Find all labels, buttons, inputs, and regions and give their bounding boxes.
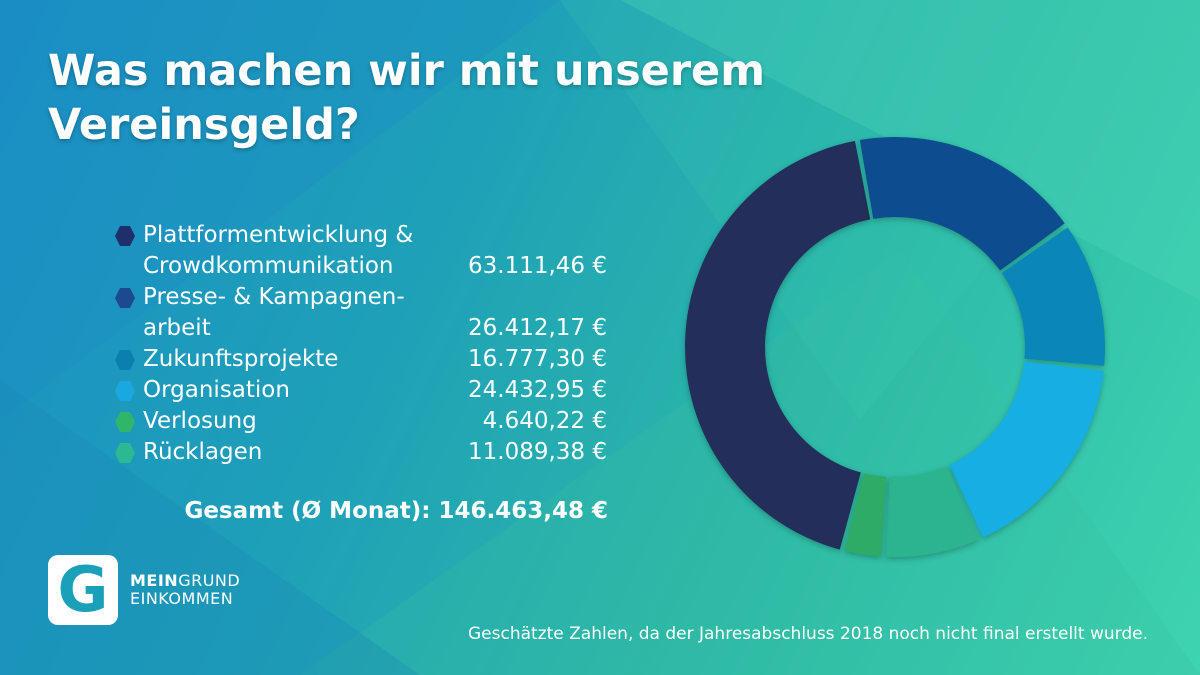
legend-label: Presse- & Kampagnen- [143,284,405,310]
donut-slice-2 [1001,227,1105,366]
legend-label: Rücklagen [143,439,263,465]
donut-slice-3 [949,361,1104,538]
total-amount: Gesamt (Ø Monat): 146.463,48 € [184,498,608,524]
legend-label: Organisation [143,377,290,403]
legend-item-zukunft: Zukunftsprojekte 16.777,30 € [115,344,615,375]
legend-swatch [115,288,135,308]
donut-slice-1 [859,137,1065,271]
legend-swatch [115,226,135,246]
legend-label: Zukunftsprojekte [143,346,339,372]
legend-value: 26.412,17 € [468,315,607,341]
legend-swatch [115,381,135,401]
chart-legend: Plattformentwicklung & Crowdkommunikation… [115,220,615,468]
legend-label: Verlosung [143,408,257,434]
legend-value: 11.089,38 € [468,439,607,465]
logo-word-rest: GRUND [178,571,241,590]
legend-label-line2: arbeit [143,315,211,341]
legend-item-organisation: Organisation 24.432,95 € [115,375,615,406]
logo-badge: G [48,555,118,625]
legend-swatch [115,443,135,463]
legend-item-verlosung: Verlosung 4.640,22 € [115,406,615,437]
donut-slice-5 [885,466,979,557]
legend-item-plattform: Plattformentwicklung & Crowdkommunikation… [115,220,615,282]
legend-label: Plattformentwicklung & [143,222,414,248]
legend-swatch [115,350,135,370]
legend-item-presse: Presse- & Kampagnen-arbeit 26.412,17 € [115,282,615,344]
logo-word-bold: MEIN [130,571,179,590]
legend-item-ruecklagen: Rücklagen 11.089,38 € [115,437,615,468]
legend-value: 63.111,46 € [468,253,607,279]
legend-label-line2: Crowdkommunikation [143,253,394,279]
donut-slice-4 [844,473,887,557]
logo-word2: EINKOMMEN [130,589,234,608]
logo-wordmark: MEINGRUND EINKOMMEN [130,572,240,608]
donut-slice-0 [684,140,871,550]
page-title: Was machen wir mit unserem Vereinsgeld? [48,46,766,150]
legend-value: 16.777,30 € [468,346,607,372]
legend-swatch [115,412,135,432]
legend-value: 4.640,22 € [482,408,607,434]
footnote: Geschätzte Zahlen, da der Jahresabschlus… [468,624,1148,644]
logo: G MEINGRUND EINKOMMEN [48,555,240,625]
donut-chart [684,137,1105,557]
logo-letter: G [57,553,109,626]
legend-value: 24.432,95 € [468,377,607,403]
